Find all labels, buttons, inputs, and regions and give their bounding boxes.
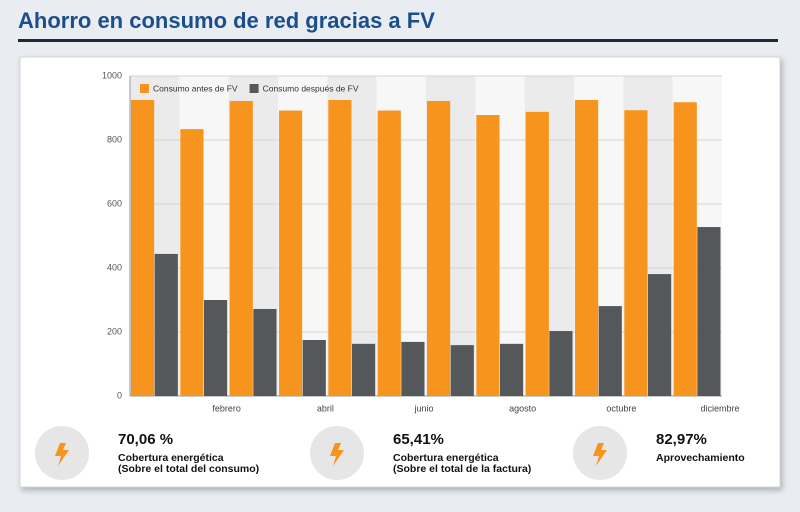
x-tick-label: octubre bbox=[606, 403, 636, 413]
stat-label: Cobertura energética bbox=[393, 452, 499, 464]
y-tick-label: 800 bbox=[107, 134, 122, 144]
bar bbox=[574, 100, 599, 396]
bar bbox=[302, 340, 326, 396]
stat-value: 70,06 % bbox=[118, 431, 173, 448]
bar bbox=[253, 308, 277, 396]
y-tick-label: 600 bbox=[107, 198, 122, 208]
bar bbox=[204, 300, 228, 396]
bar bbox=[648, 274, 672, 396]
bar bbox=[697, 227, 721, 396]
y-tick-label: 400 bbox=[107, 262, 122, 272]
stat-value: 82,97% bbox=[656, 431, 707, 448]
bar bbox=[377, 110, 401, 396]
bar bbox=[426, 100, 451, 397]
bar bbox=[180, 129, 204, 396]
bar bbox=[229, 100, 253, 397]
x-tick-label: junio bbox=[413, 403, 433, 413]
bar bbox=[328, 100, 352, 396]
bar bbox=[624, 110, 648, 397]
bolt-icon bbox=[55, 443, 69, 466]
title-rule bbox=[18, 39, 778, 42]
page-title: Ahorro en consumo de red gracias a FV bbox=[18, 8, 435, 33]
stat-value: 65,41% bbox=[393, 431, 444, 448]
bolt-icon bbox=[593, 443, 607, 466]
stat-label: (Sobre el total del consumo) bbox=[118, 463, 259, 475]
bar bbox=[352, 343, 376, 396]
bar bbox=[525, 111, 549, 396]
legend-swatch bbox=[140, 84, 149, 93]
bar bbox=[154, 253, 178, 396]
legend-label: Consumo después de FV bbox=[263, 83, 359, 93]
bar bbox=[278, 110, 303, 396]
bar bbox=[476, 115, 500, 396]
bar bbox=[549, 331, 573, 396]
bar bbox=[673, 102, 697, 397]
y-tick-label: 0 bbox=[117, 390, 122, 400]
y-tick-label: 200 bbox=[107, 326, 122, 336]
x-tick-label: agosto bbox=[509, 403, 536, 413]
legend-swatch bbox=[249, 84, 259, 93]
stat-label: (Sobre el total de la factura) bbox=[393, 463, 531, 475]
stat-label: Cobertura energética bbox=[118, 452, 224, 464]
y-tick-label: 1000 bbox=[102, 70, 122, 80]
bar bbox=[401, 341, 425, 396]
x-tick-label: abril bbox=[317, 403, 334, 413]
bar bbox=[598, 306, 622, 396]
bar bbox=[450, 345, 474, 396]
x-tick-label: febrero bbox=[212, 403, 241, 413]
legend-label: Consumo antes de FV bbox=[153, 83, 238, 93]
bolt-icon bbox=[330, 443, 344, 466]
stat-label: Aprovechamiento bbox=[656, 452, 745, 464]
bar bbox=[130, 100, 155, 396]
bar bbox=[500, 343, 524, 396]
x-tick-label: diciembre bbox=[700, 403, 739, 413]
